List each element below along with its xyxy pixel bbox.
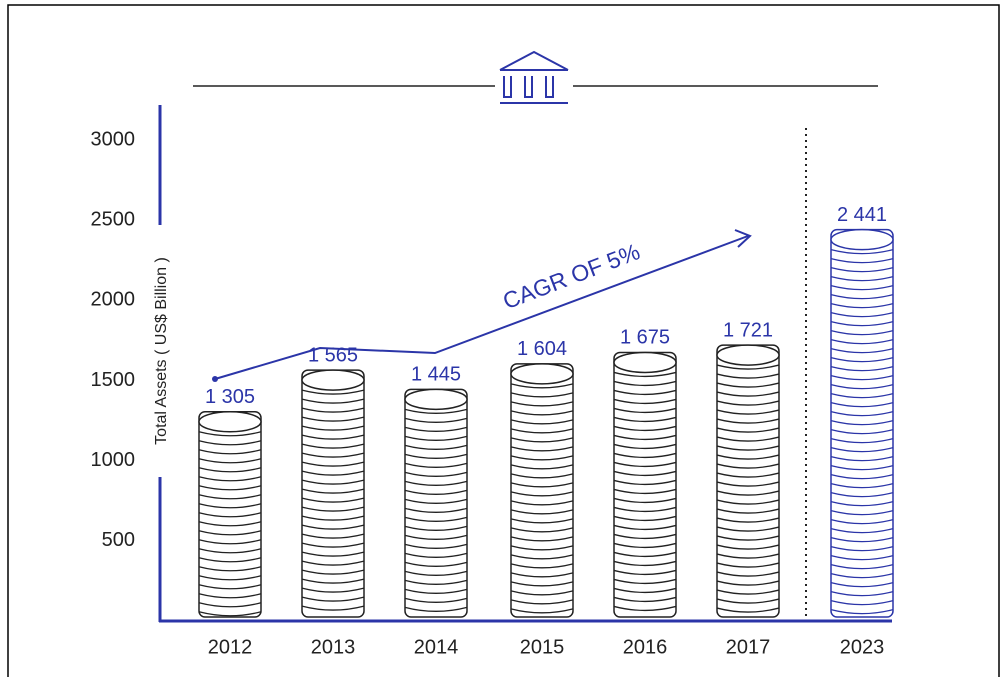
coin-top [614, 352, 676, 372]
x-tick-label: 2015 [520, 636, 565, 658]
value-label: 1 675 [620, 327, 670, 349]
value-label: 1 305 [205, 386, 255, 408]
y-tick-label: 500 [102, 529, 135, 551]
coin-top [199, 412, 261, 432]
y-tick-label: 1500 [91, 369, 136, 391]
x-tick-label: 2023 [840, 636, 885, 658]
value-label: 1 445 [411, 364, 461, 386]
value-label: 1 604 [517, 338, 567, 360]
coin-top [405, 389, 467, 409]
chart: 5001000150020002500300020121 30520131 56… [0, 0, 1006, 677]
y-tick-label: 3000 [91, 128, 136, 150]
x-tick-label: 2016 [623, 636, 668, 658]
y-tick-label: 2500 [91, 208, 136, 230]
coin-top [831, 230, 893, 250]
coin-stack [511, 364, 573, 617]
coin-top [717, 345, 779, 365]
bank-icon [495, 50, 573, 114]
y-tick-label: 2000 [91, 289, 136, 311]
value-label: 1 721 [723, 319, 773, 341]
x-tick-label: 2014 [414, 636, 459, 658]
x-tick-label: 2012 [208, 636, 253, 658]
coin-top [511, 364, 573, 384]
y-tick-label: 1000 [91, 449, 136, 471]
coin-top [302, 370, 364, 390]
y-axis-label: Total Assets ( US$ Billion ) [153, 257, 170, 445]
x-tick-label: 2013 [311, 636, 356, 658]
trend-start [212, 376, 218, 382]
x-tick-label: 2017 [726, 636, 771, 658]
value-label: 2 441 [837, 204, 887, 226]
